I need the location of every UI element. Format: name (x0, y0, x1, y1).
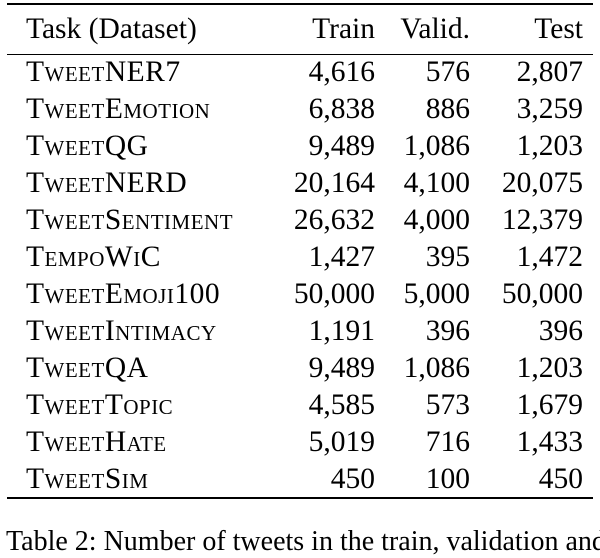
valid-count: 100 (425, 462, 470, 495)
task-name: TweetSentiment (26, 204, 234, 236)
valid-count: 886 (425, 93, 470, 125)
train-count: 6,838 (308, 93, 375, 125)
table-caption: Table 2: Number of tweets in the train, … (6, 526, 600, 557)
dataset-splits-table: Task (Dataset) Train Valid. Test TweetNE… (7, 3, 593, 499)
table-row: TweetSentiment 26,632 4,000 12,379 (7, 202, 593, 239)
train-count: 26,632 (293, 204, 375, 236)
task-name: TweetTopic (26, 389, 174, 421)
table-row: TempoWiC 1,427 395 1,472 (7, 239, 593, 276)
table-row: TweetEmoji100 50,000 5,000 50,000 (7, 276, 593, 313)
table-row: TweetNER7 4,616 576 2,807 (7, 54, 593, 91)
valid-count: 396 (425, 315, 470, 347)
valid-count: 573 (425, 389, 470, 421)
table-row: TweetQA 9,489 1,086 1,203 (7, 350, 593, 387)
train-count: 9,489 (308, 130, 375, 162)
header-task-dataset: Task (Dataset) (26, 12, 197, 45)
test-count: 1,203 (516, 352, 583, 384)
task-name: TweetQG (26, 130, 149, 162)
table-row: TweetEmotion 6,838 886 3,259 (7, 91, 593, 128)
task-name: TweetHate (26, 426, 167, 458)
train-count: 1,191 (308, 315, 375, 347)
valid-count: 5,000 (403, 278, 470, 310)
valid-count: 4,000 (403, 204, 470, 236)
train-count: 1,427 (308, 241, 375, 273)
header-row: Task (Dataset) Train Valid. Test (7, 4, 593, 54)
table-header: Task (Dataset) Train Valid. Test (7, 4, 593, 54)
task-name: TweetSim (26, 462, 149, 495)
header-train: Train (312, 12, 375, 45)
table-body: TweetNER7 4,616 576 2,807 TweetEmotion 6… (7, 54, 593, 498)
train-count: 9,489 (308, 352, 375, 384)
train-count: 20,164 (293, 167, 375, 199)
test-count: 450 (538, 462, 583, 495)
table-row: TweetTopic 4,585 573 1,679 (7, 387, 593, 424)
task-name: TweetNERD (26, 167, 188, 199)
train-count: 5,019 (308, 426, 375, 458)
train-count: 450 (330, 462, 375, 495)
test-count: 3,259 (516, 93, 583, 125)
train-count: 4,616 (308, 56, 375, 89)
task-name: TweetQA (26, 352, 149, 384)
test-count: 1,203 (516, 130, 583, 162)
table-row: TweetQG 9,489 1,086 1,203 (7, 128, 593, 165)
paper-page: { "colors": { "background": "#ffffff", "… (6, 3, 600, 557)
valid-count: 576 (425, 56, 470, 89)
train-count: 50,000 (293, 278, 375, 310)
valid-count: 395 (425, 241, 470, 273)
test-count: 1,433 (516, 426, 583, 458)
test-count: 50,000 (501, 278, 583, 310)
task-name: TweetEmoji100 (26, 278, 221, 310)
table-row: TweetHate 5,019 716 1,433 (7, 424, 593, 461)
valid-count: 716 (425, 426, 470, 458)
valid-count: 1,086 (403, 130, 470, 162)
test-count: 12,379 (501, 204, 583, 236)
task-name: TweetEmotion (26, 93, 211, 125)
valid-count: 1,086 (403, 352, 470, 384)
test-count: 1,679 (516, 389, 583, 421)
header-test: Test (534, 12, 583, 45)
test-count: 20,075 (501, 167, 583, 199)
header-valid: Valid. (400, 12, 470, 45)
test-count: 2,807 (516, 56, 583, 89)
table-row: TweetSim 450 100 450 (7, 461, 593, 498)
train-count: 4,585 (308, 389, 375, 421)
task-name: TweetIntimacy (26, 315, 217, 347)
test-count: 396 (538, 315, 583, 347)
table-row: TweetNERD 20,164 4,100 20,075 (7, 165, 593, 202)
valid-count: 4,100 (403, 167, 470, 199)
table-row: TweetIntimacy 1,191 396 396 (7, 313, 593, 350)
task-name: TempoWiC (26, 241, 161, 273)
task-name: TweetNER7 (26, 56, 181, 89)
test-count: 1,472 (516, 241, 583, 273)
